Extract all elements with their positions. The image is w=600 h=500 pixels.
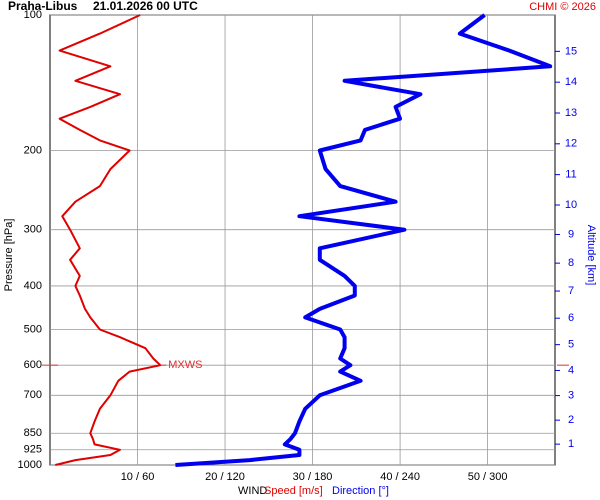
profile-line bbox=[175, 13, 553, 467]
y-tick-label: 400 bbox=[24, 280, 42, 292]
y2-tick-label: 6 bbox=[568, 312, 574, 324]
y-axis-label: Pressure [hPa] bbox=[3, 219, 15, 292]
y2-axis-label: Altitude [km] bbox=[585, 225, 597, 286]
y2-tick-label: 8 bbox=[568, 257, 574, 269]
y-tick-label: 700 bbox=[24, 389, 42, 401]
x-tick-label: 50 / 300 bbox=[468, 471, 508, 483]
y-tick-label: 925 bbox=[24, 444, 42, 456]
y2-tick-label: 11 bbox=[565, 169, 576, 181]
x-tick-label: 30 / 180 bbox=[293, 471, 333, 483]
y-tick-label: 300 bbox=[24, 224, 42, 236]
x-axis-label: WIND bbox=[238, 485, 267, 497]
profile-line bbox=[55, 14, 162, 466]
chart-subtitle: 21.01.2026 00 UTC bbox=[93, 0, 198, 13]
y-tick-label: 850 bbox=[24, 427, 42, 439]
y2-tick-label: 7 bbox=[568, 285, 574, 297]
y-tick-label: 500 bbox=[24, 323, 42, 335]
legend-entry: Direction [°] bbox=[332, 485, 389, 497]
y2-tick-label: 4 bbox=[568, 364, 574, 376]
y2-tick-label: 9 bbox=[568, 228, 574, 240]
y2-tick-label: 1 bbox=[568, 438, 574, 450]
x-tick-label: 10 / 60 bbox=[121, 471, 155, 483]
y2-tick-label: 5 bbox=[568, 339, 574, 351]
y2-tick-label: 13 bbox=[565, 107, 577, 119]
legend-entry: Speed [m/s] bbox=[264, 485, 323, 497]
y-tick-label: 200 bbox=[24, 144, 42, 156]
plot-frame bbox=[49, 14, 556, 466]
x-tick-label: 20 / 120 bbox=[205, 471, 245, 483]
y2-tick-label: 2 bbox=[568, 414, 574, 426]
y2-tick-label: 15 bbox=[565, 45, 577, 57]
y2-tick-label: 12 bbox=[565, 138, 577, 150]
annotation: MXWS bbox=[168, 359, 202, 371]
credit: CHMI © 2026 bbox=[529, 1, 596, 13]
y-tick-label: 1000 bbox=[18, 459, 42, 471]
y2-tick-label: 10 bbox=[565, 199, 577, 211]
chart-title: Praha-Libus bbox=[8, 0, 78, 13]
y2-tick-label: 3 bbox=[568, 390, 574, 402]
x-tick-label: 40 / 240 bbox=[380, 471, 420, 483]
y2-tick-label: 14 bbox=[565, 76, 577, 88]
y-tick-label: 100 bbox=[24, 9, 42, 21]
y-tick-label: 600 bbox=[24, 359, 42, 371]
